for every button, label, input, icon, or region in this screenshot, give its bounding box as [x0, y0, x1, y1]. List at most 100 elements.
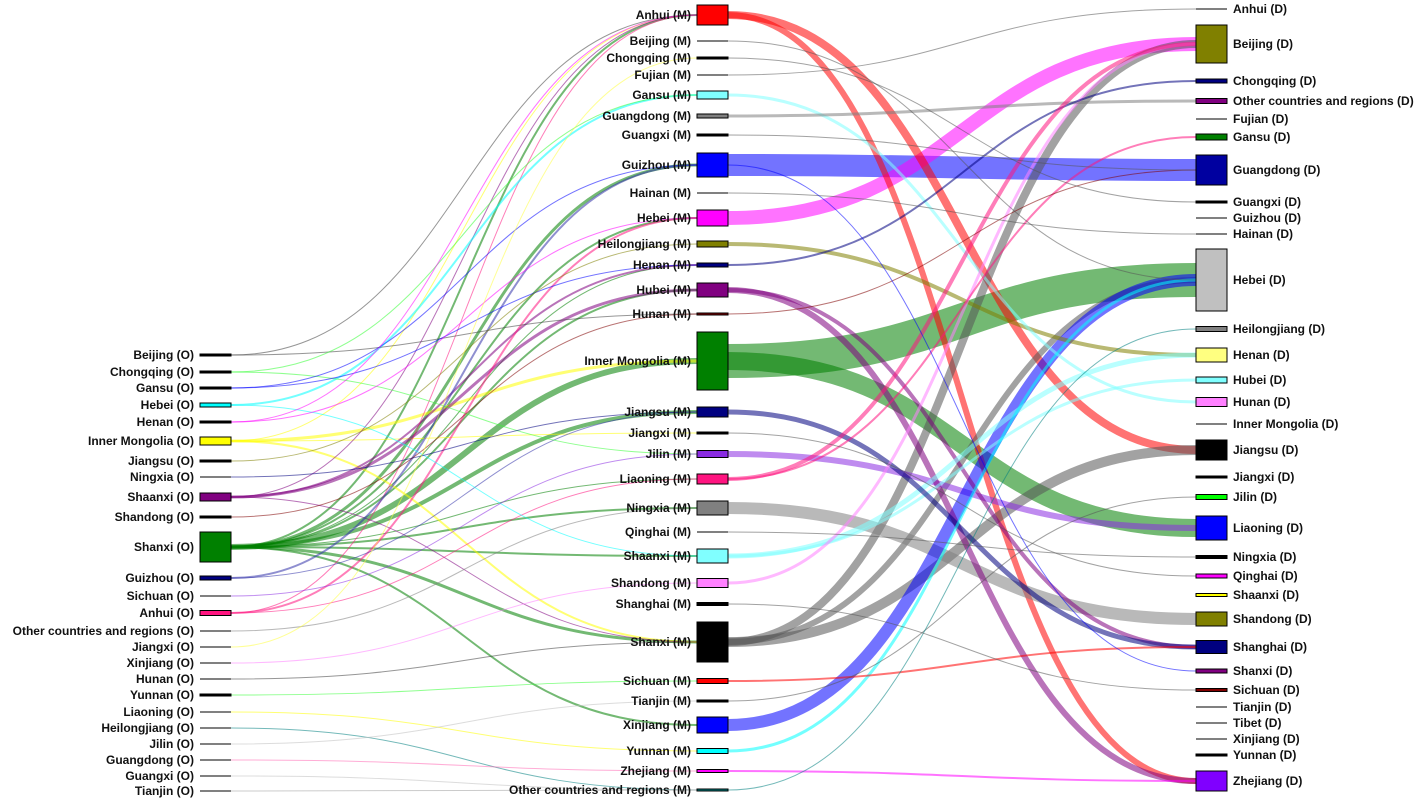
node-liaoning-m[interactable] — [696, 473, 729, 485]
node-tianjin-d[interactable] — [1196, 706, 1227, 708]
node-label: Henan (O) — [137, 415, 194, 429]
node-zhejiang-m[interactable] — [696, 769, 729, 773]
node-jiangxi-o[interactable] — [200, 646, 231, 648]
node-hubei-d[interactable] — [1195, 376, 1228, 384]
node-hainan-d[interactable] — [1196, 233, 1227, 235]
flow-origin-to-middle — [230, 288, 698, 499]
node-shandong-o[interactable] — [199, 515, 232, 519]
node-hunan-o[interactable] — [200, 678, 231, 680]
node-jiangxi-m[interactable] — [696, 431, 729, 435]
node-hebei-m[interactable] — [696, 209, 729, 227]
node-jiangsu-d[interactable] — [1195, 439, 1228, 461]
node-chongqing-m[interactable] — [696, 56, 729, 60]
node-anhui-o[interactable] — [199, 610, 232, 616]
node-liaoning-d[interactable] — [1195, 515, 1228, 541]
node-ningxia-d[interactable] — [1195, 555, 1228, 559]
node-xinjiang-d[interactable] — [1196, 738, 1227, 740]
flow-origin-to-middle — [230, 359, 698, 443]
node-guangdong-d[interactable] — [1195, 154, 1228, 186]
node-anhui-d[interactable] — [1196, 8, 1227, 10]
node-chongqing-d[interactable] — [1195, 78, 1228, 84]
node-liaoning-o[interactable] — [200, 711, 231, 713]
node-xinjiang-o[interactable] — [200, 662, 231, 664]
node-zhejiang-d[interactable] — [1195, 770, 1228, 792]
node-beijing-m[interactable] — [697, 40, 728, 42]
node-guangdong-m[interactable] — [696, 113, 729, 119]
node-guangxi-d[interactable] — [1195, 200, 1228, 204]
node-guizhou-m[interactable] — [696, 152, 729, 178]
node-jilin-d[interactable] — [1195, 494, 1228, 500]
node-label: Shanxi (M) — [630, 635, 691, 649]
node-jilin-m[interactable] — [696, 450, 729, 458]
node-label: Guangdong (D) — [1233, 163, 1320, 177]
node-jiangsu-o[interactable] — [199, 459, 232, 463]
node-henan-m[interactable] — [696, 262, 729, 268]
node-beijing-o[interactable] — [199, 353, 232, 357]
node-yunnan-o[interactable] — [199, 693, 232, 697]
node-shaanxi-o[interactable] — [199, 492, 232, 502]
node-hunan-d[interactable] — [1195, 397, 1228, 407]
node-henan-d[interactable] — [1195, 347, 1228, 363]
node-hainan-m[interactable] — [697, 192, 728, 194]
node-shanxi-o[interactable] — [199, 531, 232, 563]
node-ningxia-o[interactable] — [200, 476, 231, 478]
node-guangdong-o[interactable] — [200, 759, 231, 761]
node-ningxia-m[interactable] — [696, 500, 729, 516]
node-gansu-m[interactable] — [696, 90, 729, 100]
node-inner-mongolia-o[interactable] — [199, 436, 232, 446]
node-shandong-d[interactable] — [1195, 611, 1228, 627]
node-heilongjiang-o[interactable] — [200, 727, 231, 729]
node-shanxi-d[interactable] — [1195, 668, 1228, 674]
node-gansu-o[interactable] — [199, 386, 232, 390]
node-shaanxi-d[interactable] — [1195, 593, 1228, 597]
node-hebei-o[interactable] — [199, 402, 232, 408]
node-guangxi-o[interactable] — [200, 775, 231, 777]
node-heilongjiang-d[interactable] — [1195, 326, 1228, 332]
node-tianjin-m[interactable] — [696, 699, 729, 703]
node-hunan-m[interactable] — [696, 312, 729, 316]
node-sichuan-d[interactable] — [1195, 688, 1228, 692]
node-label: Beijing (O) — [133, 348, 194, 362]
node-shandong-m[interactable] — [696, 578, 729, 588]
node-chongqing-o[interactable] — [199, 370, 232, 374]
node-tibet-d[interactable] — [1196, 722, 1227, 724]
flow-middle-to-destination — [727, 352, 1197, 537]
node-guangxi-m[interactable] — [696, 133, 729, 137]
node-inner-mongolia-m[interactable] — [696, 331, 729, 391]
node-shanghai-m[interactable] — [696, 602, 729, 606]
node-henan-o[interactable] — [199, 420, 232, 424]
node-shaanxi-m[interactable] — [696, 548, 729, 564]
node-label: Heilongjiang (O) — [101, 721, 194, 735]
node-xinjiang-m[interactable] — [696, 716, 729, 734]
node-shanxi-m[interactable] — [696, 621, 729, 663]
node-other-countries-and-regions-o[interactable] — [200, 630, 231, 632]
node-qinghai-d[interactable] — [1195, 573, 1228, 579]
node-sichuan-m[interactable] — [696, 678, 729, 684]
node-gansu-d[interactable] — [1195, 133, 1228, 141]
flow-middle-to-destination — [727, 287, 1197, 784]
node-jiangsu-m[interactable] — [696, 406, 729, 418]
node-label: Hunan (O) — [136, 672, 194, 686]
node-hebei-d[interactable] — [1195, 248, 1228, 312]
node-qinghai-m[interactable] — [697, 531, 728, 533]
node-jilin-o[interactable] — [200, 743, 231, 745]
node-hubei-m[interactable] — [696, 282, 729, 298]
node-inner-mongolia-d[interactable] — [1196, 423, 1227, 425]
flow-middle-to-destination — [727, 134, 1197, 171]
node-sichuan-o[interactable] — [200, 595, 231, 597]
node-label: Ningxia (M) — [626, 501, 691, 515]
node-yunnan-d[interactable] — [1195, 753, 1228, 757]
node-anhui-m[interactable] — [696, 4, 729, 26]
node-heilongjiang-m[interactable] — [696, 240, 729, 248]
node-other-countries-and-regions-d[interactable] — [1195, 98, 1228, 104]
node-guizhou-o[interactable] — [199, 575, 232, 581]
node-guizhou-d[interactable] — [1196, 217, 1227, 219]
node-other-countries-and-regions-m[interactable] — [696, 788, 729, 792]
node-shanghai-d[interactable] — [1195, 640, 1228, 654]
node-fujian-m[interactable] — [697, 74, 728, 76]
node-fujian-d[interactable] — [1196, 118, 1227, 120]
node-jiangxi-d[interactable] — [1195, 475, 1228, 479]
node-beijing-d[interactable] — [1195, 24, 1228, 64]
node-yunnan-m[interactable] — [696, 748, 729, 754]
node-tianjin-o[interactable] — [200, 790, 231, 792]
